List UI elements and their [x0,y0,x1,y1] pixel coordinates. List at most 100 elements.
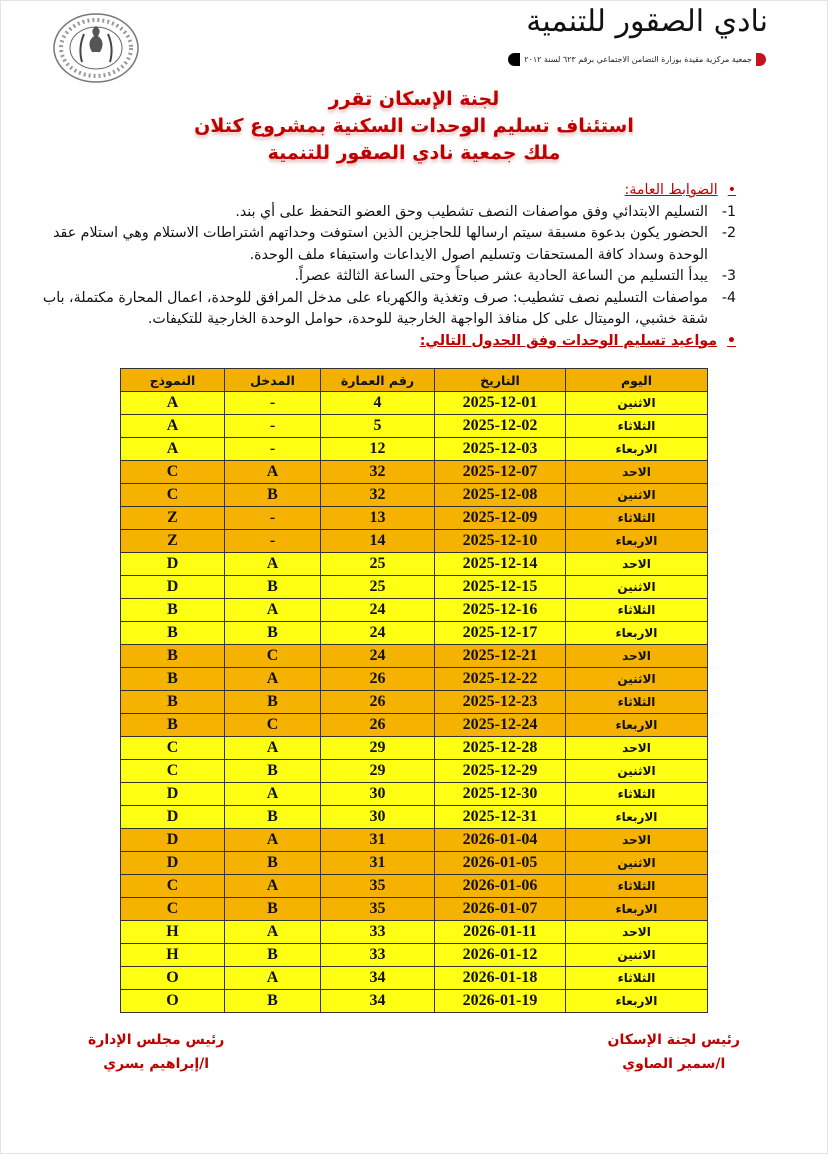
rules-section: الضوابط العامة: 1- التسليم الابتدائي وفق … [40,180,736,352]
cell-model: B [120,713,225,737]
cell-day: الاثنين [565,667,708,691]
cell-day: الثلاثاء [565,782,708,806]
cell-building: 26 [320,667,435,691]
table-row: الثلاثاء 2025-12-09 13- Z [120,506,708,530]
schedule-heading: مواعيد تسليم الوحدات وفق الجدول التالي: [40,331,736,353]
cell-day: الاثنين [565,391,708,415]
title-line-2: استئناف تسليم الوحدات السكنية بمشروع كتل… [194,115,634,137]
rule-number: 1- [721,203,736,220]
cell-entrance: A [224,460,321,484]
cell-entrance: - [224,414,321,438]
cell-model: B [120,667,225,691]
rule-number: 4- [721,289,736,306]
cell-day: الاحد [565,828,708,852]
cell-entrance: A [224,782,321,806]
schedule-heading-text: مواعيد تسليم الوحدات وفق الجدول التالي: [419,332,718,349]
rule-text: يبدأ التسليم من الساعة الحادية عشر صباحا… [294,268,708,284]
cell-building: 33 [320,943,435,967]
cell-building: 25 [320,575,435,599]
cell-model: B [120,690,225,714]
table-header-row: اليوم التاريخ رقم العمارة المدخل النموذج [120,368,708,392]
table-row: الثلاثاء 2026-01-18 34 A O [120,966,708,990]
column-header-entrance: المدخل [224,368,321,392]
cell-date: 2025-12-09 [434,506,566,530]
column-header-model: النموذج [120,368,225,392]
cell-model: C [120,460,225,484]
cell-model: A [120,391,225,415]
cell-model: C [120,874,225,898]
table-row: الثلاثاء 2025-12-23 26 B B [120,690,708,714]
cell-entrance: C [224,644,321,668]
club-emblem-icon [53,13,139,83]
table-row: الثلاثاء 2026-01-06 35 A C [120,874,708,898]
cell-date: 2026-01-12 [434,943,566,967]
cell-day: الثلاثاء [565,874,708,898]
cell-model: D [120,828,225,852]
cell-date: 2025-12-29 [434,759,566,783]
cell-model: D [120,851,225,875]
cell-building: 30 [320,782,435,806]
red-dot-icon [756,52,766,66]
cell-day: الثلاثاء [565,598,708,622]
cell-model: C [120,897,225,921]
table-row: الاحد 2025-12-07 32 A C [120,460,708,484]
cell-entrance: B [224,483,321,507]
cell-building: 29 [320,736,435,760]
cell-date: 2025-12-10 [434,529,566,553]
table-row: الثلاثاء 2025-12-30 30 A D [120,782,708,806]
cell-building: 35 [320,897,435,921]
signature-housing-committee: رئيس لجنة الإسكان ا/سمير الصاوي [608,1028,740,1076]
cell-day: الاثنين [565,483,708,507]
cell-entrance: C [224,713,321,737]
cell-model: O [120,989,225,1013]
table-row: الاحد 2026-01-04 31 A D [120,828,708,852]
cell-date: 2026-01-06 [434,874,566,898]
cell-date: 2026-01-07 [434,897,566,921]
table-row: الاحد 2026-01-11 33 A H [120,920,708,944]
cell-model: D [120,805,225,829]
column-header-date: التاريخ [434,368,566,392]
table-row: الثلاثاء 2025-12-16 24 A B [120,598,708,622]
table-row: الاربعاء 2025-12-10 14- Z [120,529,708,553]
cell-building: 30 [320,805,435,829]
rule-number: 2- [721,225,736,241]
rules-heading-text: الضوابط العامة: [624,182,718,198]
cell-day: الاحد [565,644,708,668]
table-row: الاحد 2025-12-28 29 A C [120,736,708,760]
rule-item: 4- مواصفات التسليم نصف تشطيب: صرف وتغذية … [40,288,736,331]
cell-entrance: A [224,667,321,691]
cell-day: الاحد [565,920,708,944]
cell-day: الاربعاء [565,437,708,461]
cell-model: H [120,920,225,944]
cell-day: الاحد [565,552,708,576]
cell-building: 24 [320,621,435,645]
table-row: الاربعاء 2025-12-31 30 B D [120,805,708,829]
table-row: الاربعاء 2025-12-03 12- A [120,437,708,461]
cell-entrance: B [224,759,321,783]
black-dot-icon [508,52,521,66]
cell-building: 24 [320,598,435,622]
cell-entrance: - [224,391,321,415]
cell-day: الاحد [565,460,708,484]
cell-date: 2025-12-17 [434,621,566,645]
cell-date: 2026-01-11 [434,920,566,944]
cell-day: الاثنين [565,759,708,783]
column-header-day: اليوم [565,368,708,392]
cell-day: الاربعاء [565,805,708,829]
cell-entrance: A [224,874,321,898]
table-row: الاثنين 2025-12-29 29 B C [120,759,708,783]
cell-entrance: B [224,621,321,645]
cell-model: B [120,598,225,622]
table-row: الاربعاء 2025-12-17 24 B B [120,621,708,645]
title-line-3: ملك جمعية نادي الصقور للتنمية [267,142,561,164]
cell-date: 2025-12-23 [434,690,566,714]
cell-entrance: B [224,897,321,921]
cell-day: الاربعاء [565,989,708,1013]
cell-building: 13 [320,506,435,530]
cell-date: 2025-12-03 [434,437,566,461]
cell-model: D [120,575,225,599]
cell-date: 2025-12-30 [434,782,566,806]
cell-date: 2026-01-18 [434,966,566,990]
cell-entrance: B [224,690,321,714]
cell-date: 2025-12-21 [434,644,566,668]
